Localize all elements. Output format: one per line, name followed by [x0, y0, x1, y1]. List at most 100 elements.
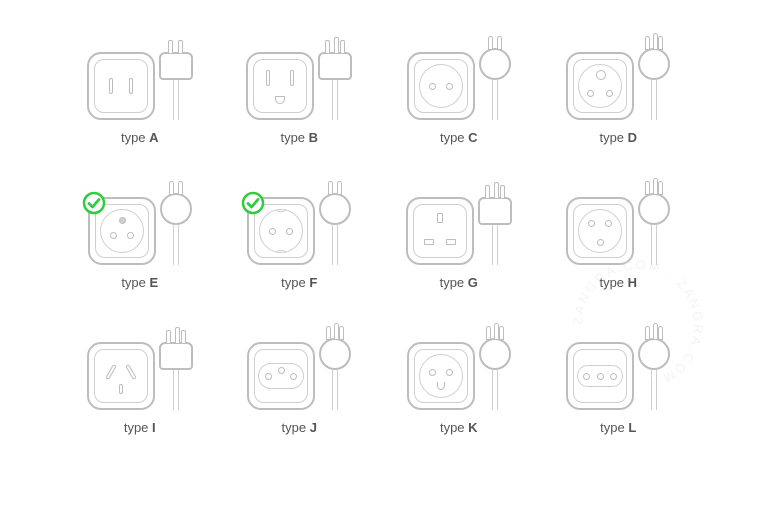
plug-type-cell: type I [70, 320, 210, 435]
socket-face [573, 59, 627, 113]
plug-icon [478, 197, 512, 265]
socket-icon [246, 52, 314, 120]
label-prefix: type [281, 275, 306, 290]
socket-plug-pair [247, 175, 351, 265]
plug-icon [479, 338, 511, 410]
label-prefix: type [121, 130, 146, 145]
socket-plug-pair [566, 175, 670, 265]
plug-icon [159, 52, 193, 120]
socket-icon [247, 197, 315, 265]
plug-type-label: type C [440, 130, 478, 145]
label-letter: J [310, 420, 317, 435]
plug-type-cell: type B [230, 30, 370, 145]
plug-type-cell: type D [549, 30, 689, 145]
socket-icon [566, 342, 634, 410]
plug-icon [479, 48, 511, 120]
socket-icon [87, 52, 155, 120]
label-prefix: type [124, 420, 149, 435]
socket-plug-pair [566, 320, 670, 410]
socket-face [573, 204, 627, 258]
plug-type-label: type B [280, 130, 318, 145]
label-prefix: type [600, 420, 625, 435]
plug-type-label: type H [599, 275, 637, 290]
socket-face [94, 349, 148, 403]
plug-cord [492, 225, 498, 265]
label-letter: K [468, 420, 477, 435]
socket-icon [247, 342, 315, 410]
socket-plug-pair [88, 175, 192, 265]
plug-head [318, 52, 352, 80]
plug-head [479, 48, 511, 80]
plug-type-cell: type L [549, 320, 689, 435]
plug-head [319, 193, 351, 225]
plug-cord [173, 225, 179, 265]
check-icon [241, 191, 265, 215]
socket-icon [566, 197, 634, 265]
label-letter: A [149, 130, 158, 145]
socket-icon [406, 197, 474, 265]
plug-icon [159, 342, 193, 410]
socket-plug-pair [406, 175, 512, 265]
label-letter: I [152, 420, 156, 435]
plug-type-cell: type C [389, 30, 529, 145]
socket-face [94, 59, 148, 113]
plug-type-label: type F [281, 275, 317, 290]
plug-icon [318, 52, 352, 120]
plug-cord [332, 370, 338, 410]
plug-type-label: type J [282, 420, 317, 435]
socket-face [414, 349, 468, 403]
plug-head [638, 338, 670, 370]
plug-head [160, 193, 192, 225]
plug-type-label: type A [121, 130, 159, 145]
plug-head [159, 342, 193, 370]
label-letter: D [628, 130, 637, 145]
plug-icon [319, 338, 351, 410]
label-prefix: type [599, 130, 624, 145]
socket-plug-pair [87, 320, 193, 410]
socket-face [413, 204, 467, 258]
plug-type-label: type K [440, 420, 478, 435]
label-prefix: type [280, 130, 305, 145]
plug-cord [651, 225, 657, 265]
socket-icon [566, 52, 634, 120]
plug-type-cell: type F [230, 175, 370, 290]
plug-cord [492, 80, 498, 120]
socket-plug-pair [246, 30, 352, 120]
label-letter: H [628, 275, 637, 290]
plug-head [479, 338, 511, 370]
plug-head [319, 338, 351, 370]
socket-face [253, 59, 307, 113]
plug-head [638, 193, 670, 225]
socket-face [254, 349, 308, 403]
socket-face [573, 349, 627, 403]
plug-head [478, 197, 512, 225]
plug-type-cell: type H [549, 175, 689, 290]
plug-cord [173, 80, 179, 120]
plug-type-cell: type A [70, 30, 210, 145]
plug-type-cell: type K [389, 320, 529, 435]
plug-icon [638, 48, 670, 120]
plug-type-label: type L [600, 420, 636, 435]
socket-plug-pair [407, 30, 511, 120]
socket-face [414, 59, 468, 113]
plug-icon [638, 338, 670, 410]
socket-plug-pair [87, 30, 193, 120]
plug-type-cell: type E [70, 175, 210, 290]
label-letter: F [309, 275, 317, 290]
label-prefix: type [440, 130, 465, 145]
plug-type-label: type G [440, 275, 478, 290]
plug-cord [332, 80, 338, 120]
label-prefix: type [282, 420, 307, 435]
socket-plug-pair [247, 320, 351, 410]
check-icon [82, 191, 106, 215]
plug-cord [651, 80, 657, 120]
plug-cord [492, 370, 498, 410]
socket-icon [87, 342, 155, 410]
label-prefix: type [440, 420, 465, 435]
socket-icon [407, 342, 475, 410]
label-letter: C [468, 130, 477, 145]
label-prefix: type [121, 275, 146, 290]
socket-icon [88, 197, 156, 265]
label-letter: B [309, 130, 318, 145]
plug-cord [651, 370, 657, 410]
